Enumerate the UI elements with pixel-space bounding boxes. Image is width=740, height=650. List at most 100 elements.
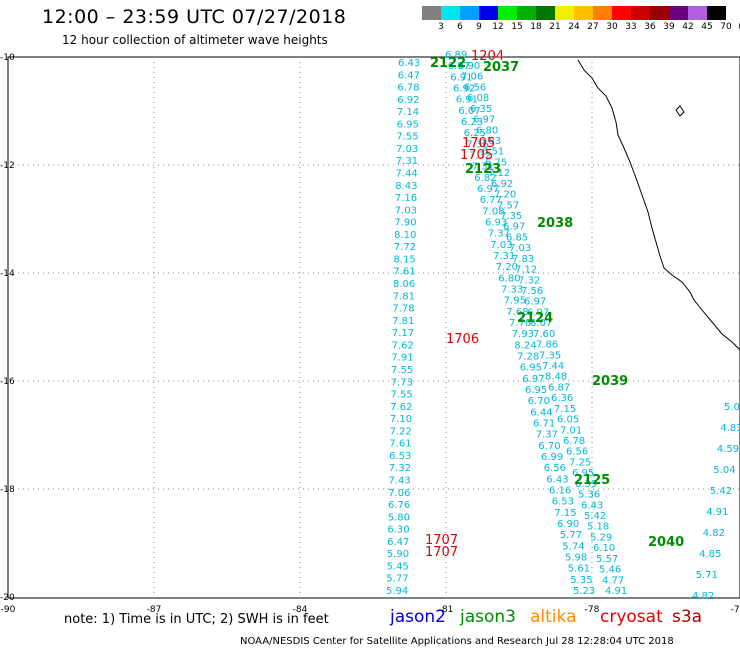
scale-label: 42: [682, 22, 694, 32]
credit-footer: NOAA/NESDIS Center for Satellite Applica…: [240, 636, 674, 647]
swh-value: 6.95: [520, 363, 542, 374]
legend-s3a: s3a: [672, 607, 703, 627]
lat-tick-label: -18: [0, 485, 15, 495]
map-frame: [7, 56, 740, 599]
jason3-time-label: 2123: [465, 162, 501, 177]
swh-value: 6.10: [593, 543, 615, 554]
scale-swatch: [612, 6, 631, 20]
swh-value: 6.43: [581, 500, 603, 511]
swh-value: 6.97: [527, 307, 549, 318]
scale-swatch: [441, 6, 460, 20]
lat-tick-label: -14: [0, 269, 15, 279]
scale-label: 45: [701, 22, 713, 32]
swh-value: 6.05: [557, 415, 579, 426]
lat-tick-label: -10: [0, 53, 15, 63]
swh-value: 6.91: [450, 72, 472, 83]
swh-value: 6.53: [389, 451, 411, 462]
swh-value: 8.15: [394, 255, 416, 266]
scale-label: 36: [644, 22, 656, 32]
scale-swatch: [479, 6, 498, 20]
swh-value: 6.08: [467, 93, 489, 104]
swh-value: 6.39: [575, 479, 597, 490]
lat-tick-label: -20: [0, 593, 15, 603]
swh-value: 5.57: [596, 554, 618, 565]
swh-value: 7.35: [500, 211, 522, 222]
swh-value: 6.76: [388, 500, 410, 511]
swh-value: 7.62: [392, 340, 414, 351]
swh-value: 5.77: [386, 574, 408, 585]
swh-value: 7.22: [390, 426, 412, 437]
scale-label: 9: [476, 22, 482, 32]
swh-value: 6.78: [397, 83, 419, 94]
swh-value: 8.24: [514, 340, 536, 351]
swh-value: 6.85: [506, 232, 528, 243]
swh-value: 7.62: [390, 402, 412, 413]
swh-value: 6.36: [551, 393, 573, 404]
swh-value: 5.94: [386, 586, 408, 597]
swh-value: 7.31: [493, 251, 515, 262]
swh-value: 6.92: [453, 84, 475, 95]
swh-value: 4.82: [692, 591, 714, 602]
swh-value: 5.61: [568, 564, 590, 575]
swh-value: 7.86: [536, 340, 558, 351]
swh-value: 7.15: [554, 404, 576, 415]
swh-value: 7.76: [509, 318, 531, 329]
scale-label: 21: [549, 22, 561, 32]
swh-value: 7.12: [515, 265, 537, 276]
swh-value: 6.95: [525, 385, 547, 396]
lat-tick-label: -16: [0, 377, 15, 387]
swh-value: 7.43: [389, 476, 411, 487]
scale-swatch: [707, 6, 726, 20]
swh-value: 7.44: [542, 361, 564, 372]
swh-value: 7.31: [472, 162, 494, 173]
lon-tick-label: -84: [293, 605, 308, 615]
swh-value: 6.97: [522, 374, 544, 385]
swh-value: 6.70: [538, 441, 560, 452]
swh-value: 7.61: [389, 439, 411, 450]
swh-value: 6.92: [491, 179, 513, 190]
swh-value: 5.77: [560, 530, 582, 541]
swh-value: 7.03: [396, 144, 418, 155]
swh-value: 4.77: [602, 575, 624, 586]
scale-label: 12: [492, 22, 504, 32]
scale-label: 24: [568, 22, 580, 32]
map-subtitle: 12 hour collection of altimeter wave hei…: [62, 33, 328, 47]
scale-swatch: [688, 6, 707, 20]
scale-swatch: [517, 6, 536, 20]
swh-value: 5.71: [696, 570, 718, 581]
axis-labels: -90 -87 -84 -81 -78 -75 -10 -12 -14 -16 -18 -20: [0, 53, 740, 615]
swh-value: 6.16: [549, 486, 571, 497]
swh-value: 5.18: [587, 522, 609, 533]
map-title: 12:00 – 23:59 UTC 07/27/2018: [42, 6, 347, 28]
cryosat-time-label: 1204: [471, 49, 504, 64]
swh-value: 5.36: [578, 490, 600, 501]
swh-value: 6.56: [566, 447, 588, 458]
scale-label: 39: [663, 22, 675, 32]
swh-value: 7.16: [395, 193, 417, 204]
swh-value: 6.56: [464, 82, 486, 93]
swh-value: 5.46: [599, 565, 621, 576]
scale-swatch: [650, 6, 669, 20]
swh-value: 8.07: [530, 318, 552, 329]
swh-value: 6.53: [552, 497, 574, 508]
jason3-time-label: 2037: [483, 60, 519, 75]
swh-value: 7.61: [393, 267, 415, 278]
swh-value: 7.32: [518, 275, 540, 286]
scale-label: 70: [720, 22, 732, 32]
swh-value: 6.99: [541, 452, 563, 463]
jason3-time-label: 2040: [648, 535, 684, 550]
swh-value: 6.95: [397, 119, 419, 130]
scale-label: 30: [606, 22, 618, 32]
swh-value: 7.81: [393, 291, 415, 302]
swh-value: 7.28: [517, 352, 539, 363]
swh-value: 5.74: [562, 541, 584, 552]
swh-value: 7.32: [389, 463, 411, 474]
scale-label: 15: [511, 22, 523, 32]
swh-value: 6.30: [387, 525, 409, 536]
swh-value: 7.06: [388, 488, 410, 499]
scale-swatch: [574, 6, 593, 20]
scale-label: 33: [625, 22, 637, 32]
swh-value: 7.37: [536, 430, 558, 441]
swh-value: 6.89: [445, 50, 467, 61]
